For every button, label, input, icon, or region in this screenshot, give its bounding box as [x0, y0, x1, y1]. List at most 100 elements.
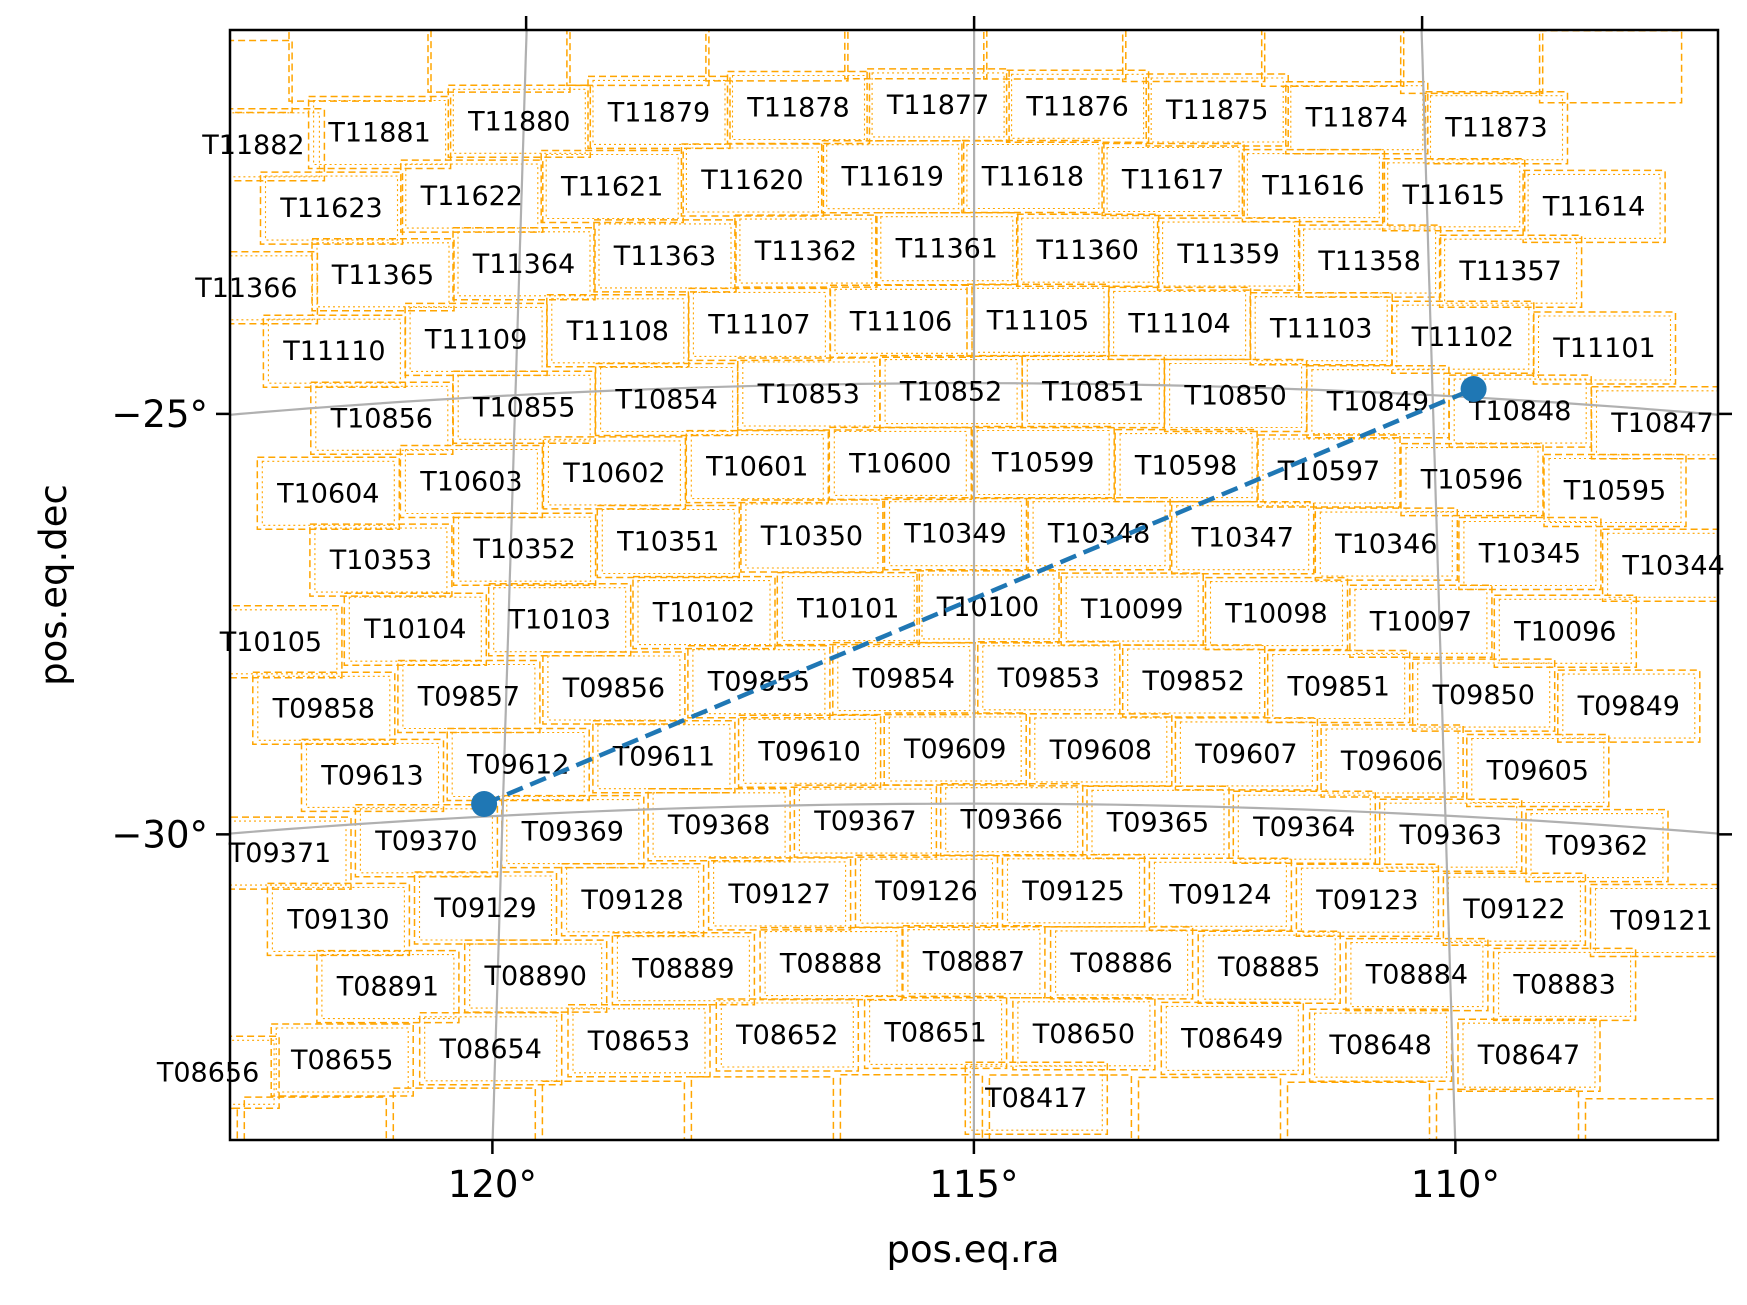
tile-label-T10597: T10597	[1277, 456, 1380, 487]
tile-label-T11361: T11361	[895, 234, 998, 265]
tile-label-T10096: T10096	[1513, 616, 1616, 647]
tile-label-T10599: T10599	[991, 448, 1094, 479]
tile-label-T10848: T10848	[1468, 396, 1571, 427]
tile-label-T11357: T11357	[1458, 256, 1561, 287]
tile-label-T11619: T11619	[841, 162, 944, 193]
tile-label-T08891: T08891	[336, 972, 439, 1003]
tile-label-T10600: T10600	[848, 448, 951, 479]
tile-label-T11878: T11878	[746, 93, 849, 124]
tile-label-T11622: T11622	[420, 181, 523, 212]
tile-label-T11616: T11616	[1261, 171, 1364, 202]
tile-label-T09852: T09852	[1142, 666, 1245, 697]
tile-label-T09370: T09370	[374, 826, 477, 857]
tile-label-T10352: T10352	[472, 534, 575, 565]
tile-label-T10850: T10850	[1183, 381, 1286, 412]
tile-label-T09369: T09369	[521, 817, 624, 848]
edge-tile-outline	[691, 1077, 833, 1149]
tile-label-T11110: T11110	[282, 336, 385, 367]
tile-label-T10603: T10603	[419, 467, 522, 498]
tile-label-T11623: T11623	[279, 193, 382, 224]
tile-label-T09856: T09856	[562, 673, 665, 704]
edge-tile-outline	[1288, 1082, 1430, 1154]
edge-tile-outline	[1437, 1089, 1579, 1161]
tile-label-T10347: T10347	[1191, 523, 1294, 554]
tile-label-T09365: T09365	[1106, 807, 1209, 838]
tile-label-T10595: T10595	[1563, 476, 1666, 507]
tile-label-T10602: T10602	[562, 458, 665, 489]
edge-tile-outline	[150, 41, 292, 113]
tile-label-T10346: T10346	[1334, 529, 1437, 560]
edge-tile-outline	[289, 29, 431, 101]
tile-label-T08883: T08883	[1512, 969, 1615, 1000]
tile-label-T09371: T09371	[228, 838, 331, 869]
tile-label-T10852: T10852	[899, 377, 1002, 408]
tile-label-T08655: T08655	[290, 1045, 393, 1076]
tile-label-T09368: T09368	[667, 810, 770, 841]
tile-label-T08889: T08889	[631, 954, 734, 985]
tile-label-T08885: T08885	[1217, 952, 1320, 983]
tile-label-T08417: T08417	[984, 1083, 1087, 1114]
tile-label-T10344: T10344	[1621, 550, 1724, 581]
tile-label-T11365: T11365	[331, 260, 434, 291]
tile-label-T10596: T10596	[1420, 465, 1523, 496]
y-axis-label: pos.eq.dec	[32, 484, 75, 686]
tile-label-T11614: T11614	[1542, 191, 1645, 222]
tile-label-T11108: T11108	[566, 316, 669, 347]
tile-label-T10855: T10855	[472, 392, 575, 423]
tile-label-T09130: T09130	[286, 904, 389, 935]
tile-label-T08656: T08656	[156, 1057, 259, 1088]
edge-tile-outline	[542, 1081, 684, 1153]
tile-label-T11360: T11360	[1036, 235, 1139, 266]
tile-label-T11364: T11364	[472, 249, 575, 280]
tile-label-T09125: T09125	[1021, 876, 1124, 907]
tile-label-T10098: T10098	[1224, 599, 1327, 630]
tile-label-T09124: T09124	[1168, 879, 1271, 910]
tile-label-T11875: T11875	[1165, 95, 1268, 126]
x-axis-label: pos.eq.ra	[886, 1228, 1059, 1271]
tile-label-T11615: T11615	[1402, 180, 1505, 211]
edge-tile-outline	[1262, 14, 1404, 86]
tile-label-T08886: T08886	[1069, 948, 1172, 979]
y-tick-label: −30°	[111, 813, 208, 856]
tile-label-T09123: T09123	[1315, 885, 1418, 916]
tile-label-T09363: T09363	[1399, 820, 1502, 851]
tile-label-T11105: T11105	[986, 305, 1089, 336]
tile-label-T11366: T11366	[194, 273, 297, 304]
tile-label-T08651: T08651	[883, 1017, 986, 1048]
tile-label-T11879: T11879	[607, 97, 710, 128]
tile-label-T09364: T09364	[1252, 812, 1355, 843]
path-endpoint-marker-1	[471, 791, 497, 817]
tile-label-T09126: T09126	[874, 876, 977, 907]
tile-label-T09849: T09849	[1577, 691, 1680, 722]
tile-label-T11877: T11877	[886, 90, 989, 121]
tile-label-T10102: T10102	[652, 598, 755, 629]
tile-label-T11874: T11874	[1305, 103, 1408, 134]
tile-label-T09605: T09605	[1486, 756, 1589, 787]
tile-label-T08653: T08653	[587, 1026, 690, 1057]
tile-label-T11102: T11102	[1411, 322, 1514, 353]
tile-label-T08648: T08648	[1328, 1030, 1431, 1061]
tile-label-T09129: T09129	[433, 893, 536, 924]
tile-label-T11618: T11618	[981, 162, 1084, 193]
tile-label-T08652: T08652	[735, 1020, 838, 1051]
tile-label-T11358: T11358	[1317, 246, 1420, 277]
tile-label-T11621: T11621	[560, 172, 663, 203]
tile-label-T10350: T10350	[760, 521, 863, 552]
tile-label-T08654: T08654	[439, 1034, 542, 1065]
edge-tile-outline	[567, 13, 709, 85]
tile-label-T11104: T11104	[1127, 308, 1230, 339]
edge-tile-outline	[1139, 1077, 1281, 1149]
tile-label-T11882: T11882	[201, 130, 304, 161]
tile-label-T10353: T10353	[329, 545, 432, 576]
tile-label-T08890: T08890	[484, 961, 587, 992]
tile-label-T08649: T08649	[1180, 1023, 1283, 1054]
x-tick-label: 110°	[1411, 1163, 1500, 1206]
x-tick-label: 115°	[929, 1163, 1018, 1206]
tile-label-T09857: T09857	[417, 682, 520, 713]
tile-label-T10345: T10345	[1478, 539, 1581, 570]
edge-tile-outline	[393, 1088, 535, 1160]
edge-tile-outline	[1586, 1099, 1728, 1171]
tile-label-T08888: T08888	[779, 949, 882, 980]
tile-label-T09853: T09853	[997, 663, 1100, 694]
